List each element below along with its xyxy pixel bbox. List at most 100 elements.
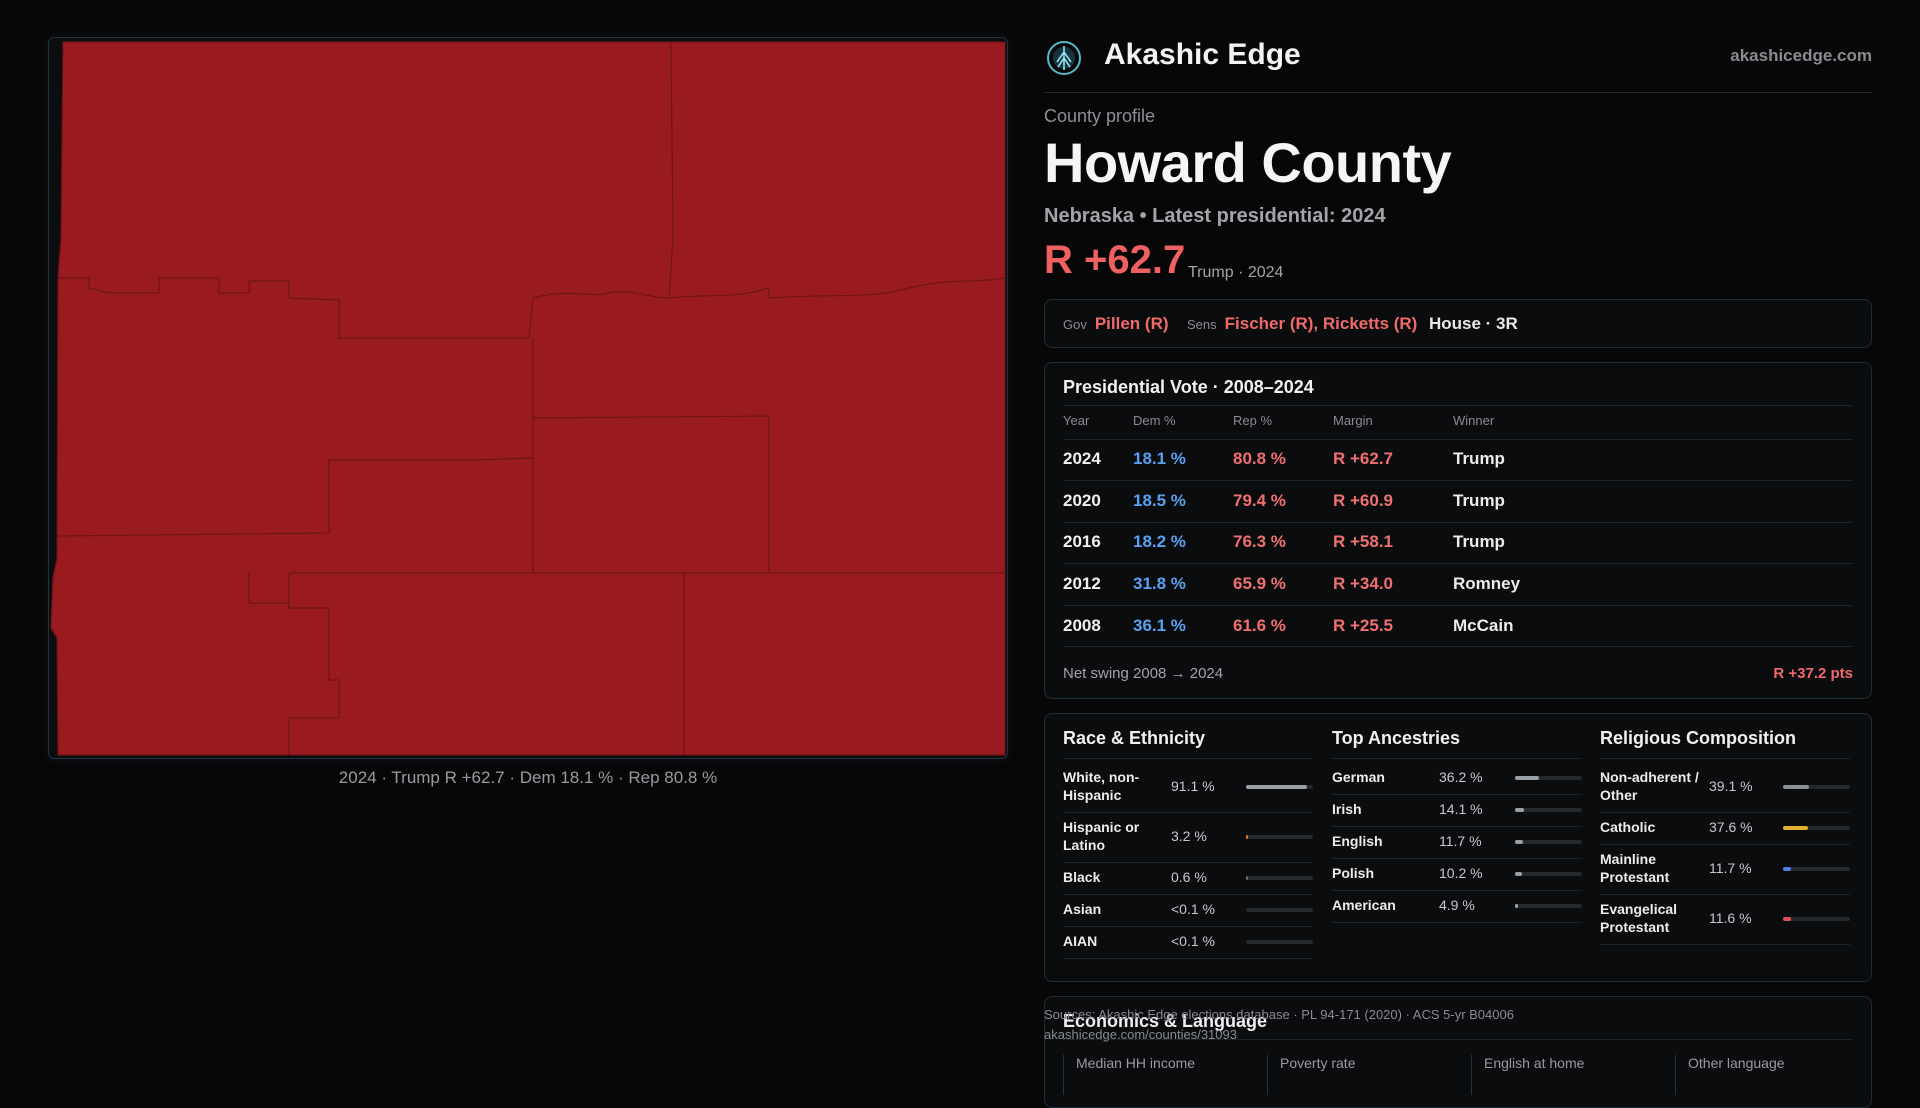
list-item[interactable]: AIAN <0.1 % (1063, 926, 1313, 959)
cell-rep: 80.8 % (1233, 449, 1286, 468)
cell-dem: 18.1 % (1133, 449, 1186, 468)
item-label: German (1332, 769, 1385, 785)
presidential-vote-card: Presidential Vote · 2008–2024 Year Dem %… (1044, 362, 1872, 699)
item-percent: <0.1 % (1171, 901, 1215, 917)
governor-field: Gov Pillen (R) (1063, 314, 1169, 334)
item-label: Polish (1332, 865, 1375, 881)
item-label: Asian (1063, 901, 1102, 917)
item-percent: 11.7 % (1439, 833, 1482, 849)
senators-field: Sens Fischer (R), Ricketts (R) (1187, 314, 1417, 334)
item-percent: 91.1 % (1171, 778, 1215, 794)
item-label: Catholic (1600, 819, 1656, 835)
county-meta: Nebraska • Latest presidential: 2024 (1044, 205, 1386, 227)
item-percent: 39.1 % (1709, 778, 1753, 794)
map-caption: 2024 · Trump R +62.7 · Dem 18.1 % · Rep … (338, 768, 718, 787)
governor-label: Gov (1063, 317, 1087, 332)
list-item[interactable]: English 11.7 % (1332, 826, 1582, 859)
cell-dem: 36.1 % (1133, 616, 1186, 635)
col-header-year: Year (1063, 413, 1090, 428)
sources-link[interactable]: akashicedge.com/counties/31093 (1044, 1027, 1237, 1042)
page-title: Howard County (1044, 131, 1452, 194)
cell-dem: 31.8 % (1133, 574, 1186, 593)
item-label: Non-adherent / Other (1600, 769, 1699, 803)
percent-bar-fill (1783, 917, 1791, 921)
cell-margin: R +62.7 (1333, 449, 1394, 468)
item-percent: 37.6 % (1709, 819, 1753, 835)
cell-winner: Trump (1453, 532, 1505, 551)
item-percent: <0.1 % (1171, 933, 1215, 949)
divider (1063, 522, 1853, 523)
governor-value: Pillen (R) (1094, 314, 1169, 333)
cell-year: 2012 (1063, 574, 1101, 593)
item-percent: 4.9 % (1439, 897, 1475, 913)
percent-bar (1783, 867, 1850, 871)
county-map[interactable] (48, 37, 1008, 759)
ancestry-column: Top Ancestries German 36.2 % Irish 14.1 % En… (1332, 714, 1582, 981)
divider (1063, 480, 1853, 481)
percent-bar-fill (1515, 840, 1523, 844)
divider (1063, 563, 1853, 564)
percent-bar-fill (1515, 776, 1540, 780)
item-label: Hispanic or Latino (1063, 819, 1140, 853)
cell-dem: 18.2 % (1133, 532, 1186, 551)
list-item[interactable]: American 4.9 % (1332, 890, 1582, 923)
percent-bar (1783, 917, 1850, 921)
divider (1063, 1039, 1853, 1040)
cell-year: 2016 (1063, 532, 1101, 551)
other-language-header: Other language (1675, 1055, 1785, 1095)
sources-text: Sources: Akashic Edge elections database… (1044, 1007, 1514, 1022)
percent-bar (1246, 908, 1313, 912)
county-map-shape[interactable] (50, 41, 1006, 756)
cell-winner: Trump (1453, 491, 1505, 510)
list-item[interactable]: German 36.2 % (1332, 762, 1582, 795)
col-header-winner: Winner (1453, 413, 1495, 428)
percent-bar (1246, 785, 1313, 789)
english-home-header: English at home (1471, 1055, 1584, 1095)
brand-header: Akashic Edge akashicedge.com (1044, 36, 1872, 93)
religion-column: Religious Composition Non-adherent / Oth… (1600, 714, 1850, 981)
poverty-rate-header: Poverty rate (1267, 1055, 1355, 1095)
compass-tree-icon[interactable] (1046, 40, 1082, 76)
list-item[interactable]: Irish 14.1 % (1332, 794, 1582, 827)
county-map-svg[interactable] (49, 38, 1007, 758)
list-item[interactable]: Hispanic or Latino 3.2 % (1063, 812, 1313, 863)
list-item[interactable]: White, non-Hispanic 91.1 % (1063, 762, 1313, 813)
presidential-title: Presidential Vote · 2008–2024 (1063, 377, 1314, 397)
percent-bar (1246, 835, 1313, 839)
divider (1063, 758, 1313, 759)
percent-bar-fill (1246, 876, 1248, 880)
list-item[interactable]: Asian <0.1 % (1063, 894, 1313, 927)
item-percent: 11.7 % (1709, 860, 1752, 876)
list-item[interactable]: Polish 10.2 % (1332, 858, 1582, 891)
list-item[interactable]: Black 0.6 % (1063, 862, 1313, 895)
list-item[interactable]: Evangelical Protestant 11.6 % (1600, 894, 1850, 945)
brand-name[interactable]: Akashic Edge (1104, 38, 1301, 71)
religion-title: Religious Composition (1600, 728, 1796, 748)
percent-bar-fill (1246, 785, 1308, 789)
cell-winner: Trump (1453, 449, 1505, 468)
item-label: Irish (1332, 801, 1362, 817)
house-delegation: House · 3R (1429, 314, 1518, 333)
item-percent: 36.2 % (1439, 769, 1483, 785)
latest-margin-sub: Trump · 2024 (1188, 264, 1284, 281)
economics-title: Economics & Language (1063, 1011, 1268, 1031)
cell-year: 2008 (1063, 616, 1101, 635)
divider (1063, 439, 1853, 440)
brand-url-link[interactable]: akashicedge.com (1730, 46, 1872, 65)
item-percent: 14.1 % (1439, 801, 1483, 817)
list-item[interactable]: Catholic 37.6 % (1600, 812, 1850, 845)
percent-bar (1246, 876, 1313, 880)
list-item[interactable]: Non-adherent / Other 39.1 % (1600, 762, 1850, 813)
officials-bar: Gov Pillen (R) Sens Fischer (R), Ricketts … (1044, 299, 1872, 348)
item-label: AIAN (1063, 933, 1098, 949)
item-label: Black (1063, 869, 1101, 885)
divider (1063, 646, 1853, 647)
ancestry-title: Top Ancestries (1332, 728, 1461, 748)
percent-bar (1246, 940, 1313, 944)
item-label: English (1332, 833, 1383, 849)
cell-year: 2020 (1063, 491, 1101, 510)
cell-rep: 65.9 % (1233, 574, 1286, 593)
col-header-margin: Margin (1333, 413, 1373, 428)
list-item[interactable]: Mainline Protestant 11.7 % (1600, 844, 1850, 895)
cell-rep: 79.4 % (1233, 491, 1286, 510)
